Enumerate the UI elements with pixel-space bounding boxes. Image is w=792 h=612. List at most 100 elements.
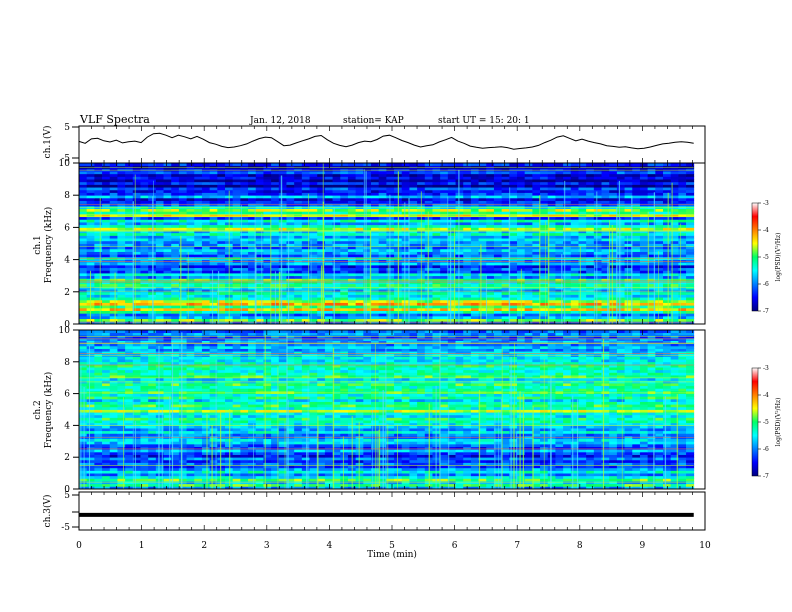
heatmap-cell: [478, 195, 487, 199]
heatmap-cell: [632, 171, 641, 175]
heatmap-cell: [378, 297, 387, 301]
heatmap-cell: [355, 281, 364, 285]
heatmap-cell: [340, 310, 349, 314]
heatmap-cell: [524, 264, 533, 269]
heatmap-cell: [401, 195, 410, 199]
heatmap-cell: [501, 315, 510, 320]
heatmap-cell: [670, 305, 679, 309]
heatmap-cell: [132, 195, 141, 199]
heatmap-cell: [240, 289, 249, 293]
heatmap-cell: [547, 286, 556, 290]
heatmap-cell: [463, 238, 472, 242]
heatmap-cell: [563, 267, 572, 271]
heatmap-cell: [171, 246, 180, 250]
heatmap-cell: [616, 187, 625, 191]
heatmap-cell: [378, 251, 387, 255]
heatmap-cell: [432, 275, 441, 279]
heatmap-cell: [486, 294, 495, 298]
heatmap-cell: [371, 192, 380, 196]
heatmap-cell: [363, 270, 372, 274]
heatmap-cell: [371, 165, 380, 169]
heatmap-cell: [586, 208, 595, 212]
heatmap-cell: [563, 165, 572, 169]
heatmap-cell: [609, 313, 618, 317]
heatmap-cell: [340, 243, 349, 247]
heatmap-cell: [570, 173, 579, 177]
heatmap-cell: [132, 200, 141, 204]
heatmap-cell: [463, 291, 472, 295]
heatmap-cell: [171, 297, 180, 301]
heatmap-cell: [432, 267, 441, 271]
heatmap-cell: [532, 254, 541, 258]
heatmap-cell: [163, 222, 172, 226]
heatmap-cell: [517, 251, 526, 255]
heatmap-cell: [255, 179, 264, 183]
heatmap-cell: [540, 184, 549, 188]
heatmap-cell: [317, 208, 326, 212]
heatmap-cell: [371, 294, 380, 298]
heatmap-cell: [347, 238, 357, 242]
heatmap-cell: [447, 246, 456, 250]
heatmap-cell: [524, 270, 533, 274]
heatmap-cell: [540, 297, 549, 301]
heatmap-cell: [432, 291, 441, 295]
heatmap-cell: [609, 240, 618, 244]
heatmap-cell: [524, 315, 533, 320]
heatmap-cell: [178, 246, 187, 250]
heatmap-cell: [486, 270, 495, 274]
heatmap-cell: [371, 302, 380, 306]
heatmap-cell: [486, 173, 495, 177]
heatmap-cell: [255, 176, 264, 180]
heatmap-cell: [470, 291, 479, 295]
heatmap-cell: [286, 192, 295, 196]
heatmap-cell: [132, 281, 141, 285]
heatmap-cell: [593, 176, 602, 180]
heatmap-cell: [217, 203, 226, 207]
heatmap-cell: [117, 259, 126, 263]
heatmap-cell: [593, 291, 602, 295]
heatmap-cell: [232, 315, 241, 320]
heatmap-cell: [493, 224, 503, 228]
heatmap-cell: [163, 165, 172, 169]
heatmap-cell: [540, 200, 549, 204]
heatmap-cell: [509, 203, 518, 207]
heatmap-cell: [102, 305, 111, 309]
heatmap-cell: [117, 307, 126, 311]
heatmap-cell: [409, 254, 418, 258]
heatmap-cell: [86, 165, 95, 169]
heatmap-cell: [125, 302, 134, 306]
heatmap-cell: [155, 211, 164, 215]
heatmap-cell: [340, 305, 349, 309]
heatmap-cell: [601, 310, 610, 314]
heatmap-cell: [271, 227, 280, 231]
heatmap-cell: [294, 171, 303, 175]
heatmap-cell: [663, 208, 672, 212]
heatmap-cell: [670, 235, 679, 239]
heatmap-cell: [624, 189, 633, 193]
heatmap-cell: [186, 200, 195, 204]
heatmap-cell: [386, 176, 395, 180]
heatmap-cell: [94, 283, 103, 287]
heatmap-cell: [194, 307, 203, 311]
heatmap-cell: [578, 246, 587, 250]
heatmap-cell: [678, 318, 687, 322]
heatmap-cell: [609, 286, 618, 290]
heatmap-cell: [94, 187, 103, 191]
heatmap-cell: [79, 238, 88, 242]
heatmap-cell: [570, 270, 579, 274]
heatmap-cell: [493, 305, 503, 309]
heatmap-cell: [132, 173, 141, 177]
heatmap-cell: [109, 200, 118, 204]
heatmap-cell: [424, 192, 433, 196]
heatmap-cell: [578, 307, 587, 311]
heatmap-cell: [209, 238, 218, 242]
heatmap-cell: [109, 195, 118, 199]
heatmap-cell: [593, 305, 602, 309]
heatmap-cell: [378, 179, 387, 183]
heatmap-cell: [501, 235, 510, 239]
heatmap-cell: [94, 275, 103, 279]
heatmap-cell: [470, 203, 479, 207]
heatmap-cell: [440, 278, 449, 282]
heatmap-cell: [186, 238, 195, 242]
heatmap-cell: [301, 321, 310, 325]
